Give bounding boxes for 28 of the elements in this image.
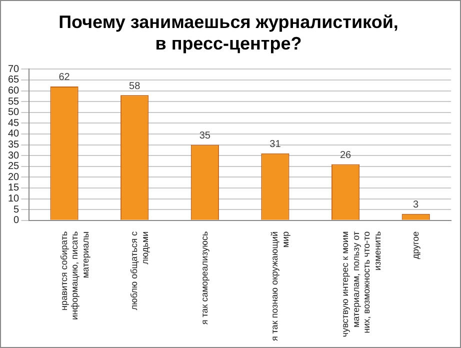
x-tick-label: я так познаю окружающий мир bbox=[270, 231, 290, 342]
data-label: 31 bbox=[270, 139, 282, 150]
y-tick-label: 40 bbox=[8, 128, 20, 140]
x-tick-label: я так самореализуюсь bbox=[199, 231, 210, 325]
y-tick-label: 10 bbox=[8, 194, 20, 205]
chart-title: Почему занимаешься журналистикой, в пресс-центре? bbox=[58, 12, 398, 54]
data-label: 3 bbox=[413, 200, 420, 211]
x-tick-label: другое bbox=[410, 231, 420, 260]
y-tick-label: 50 bbox=[8, 107, 20, 118]
y-tick-label: 20 bbox=[8, 172, 20, 183]
data-label: 26 bbox=[340, 150, 352, 161]
y-tick-label: 35 bbox=[8, 140, 20, 151]
x-tick-label: чувствую интерес к моим материалам, пользу от них, возможность что-то изменить bbox=[340, 231, 382, 338]
y-tick-label: 5 bbox=[14, 204, 20, 216]
y-tick-label: 45 bbox=[8, 118, 20, 129]
y-tick-label: 65 bbox=[8, 74, 20, 86]
y-tick-label: 25 bbox=[8, 161, 20, 172]
y-tick-label: 30 bbox=[8, 150, 20, 162]
x-tick-label: люблю общаться с людьми bbox=[129, 230, 150, 310]
y-tick-label: 15 bbox=[8, 182, 20, 194]
y-tick-label: 0 bbox=[14, 215, 20, 226]
data-label: 35 bbox=[199, 130, 211, 142]
x-tick-label: нравится собирать информацию, писать материалы bbox=[58, 231, 90, 320]
y-tick-label: 60 bbox=[8, 86, 20, 97]
data-label: 62 bbox=[58, 72, 70, 84]
data-label: 58 bbox=[129, 80, 141, 92]
y-tick-label: 70 bbox=[8, 64, 20, 75]
y-tick-label: 55 bbox=[8, 96, 20, 108]
